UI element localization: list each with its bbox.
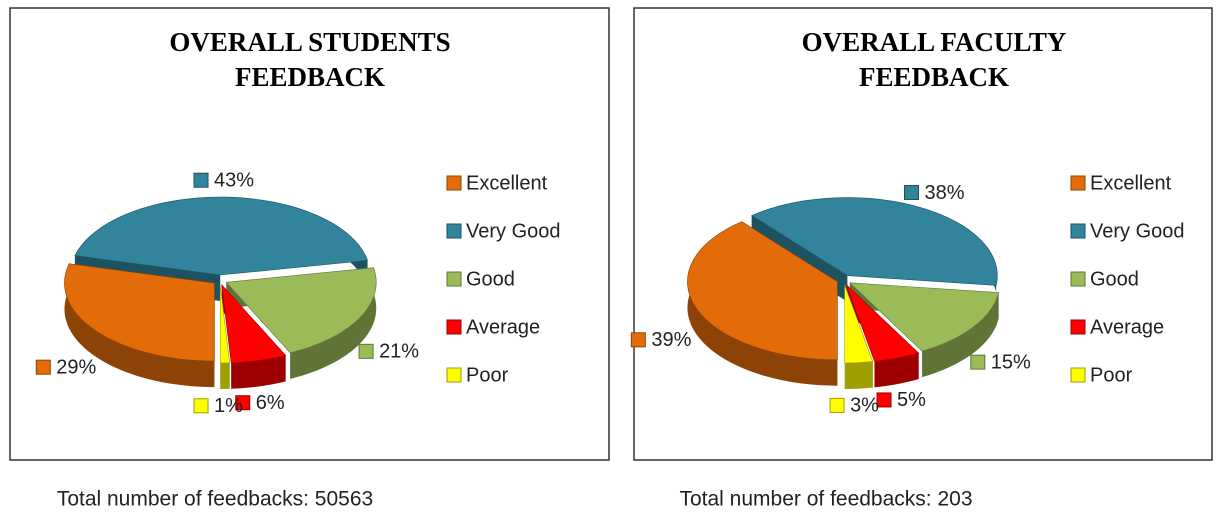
slice-side — [220, 362, 230, 389]
legend-label: Very Good — [466, 220, 561, 242]
pie-slice — [751, 197, 998, 286]
data-label: 5% — [897, 389, 926, 411]
pie-slice — [848, 282, 999, 352]
legend-label: Good — [466, 268, 515, 290]
legend-key — [1070, 367, 1086, 383]
slice-side — [687, 221, 838, 386]
legend-key — [446, 319, 462, 335]
legend-label: Very Good — [1090, 220, 1185, 242]
legend-key — [1070, 175, 1086, 191]
slice-side — [922, 292, 999, 378]
caption: Total number of feedbacks: 50563 — [57, 488, 373, 511]
slice-side — [290, 267, 377, 379]
legend-key — [446, 367, 462, 383]
pie-slice — [844, 284, 874, 364]
data-label: 1% — [214, 395, 243, 417]
legend-key — [446, 175, 462, 191]
data-label: 3% — [850, 395, 879, 417]
legend-label: Average — [1090, 316, 1164, 338]
slice-side — [64, 263, 215, 388]
pie-slice — [221, 283, 287, 363]
legend-label: Poor — [466, 364, 509, 386]
pie-slices — [687, 197, 999, 389]
data-label-key — [970, 354, 986, 370]
data-label-key — [829, 397, 845, 413]
data-label: 29% — [56, 356, 96, 378]
legend-label: Good — [1090, 268, 1139, 290]
pie-slices — [64, 196, 377, 389]
data-label-key — [35, 359, 51, 375]
chart-title: OVERALL FACULTY FEEDBACK — [802, 27, 1067, 92]
data-label: 38% — [924, 182, 964, 204]
data-label: 21% — [379, 341, 419, 363]
legend-label: Excellent — [1090, 172, 1172, 194]
legend-key — [446, 271, 462, 287]
pie-slice — [225, 267, 377, 354]
data-label-key — [630, 332, 646, 348]
data-label-key — [235, 395, 251, 411]
pie-slice — [219, 284, 230, 364]
legend-key — [1070, 271, 1086, 287]
pie-slice — [64, 263, 215, 362]
data-label: 39% — [651, 329, 691, 351]
pie-slice — [74, 196, 368, 276]
pie-slice — [687, 221, 838, 360]
data-label: 15% — [991, 351, 1031, 373]
data-label-key — [903, 185, 919, 201]
legend-label: Poor — [1090, 364, 1133, 386]
data-label-key — [193, 172, 209, 188]
data-label: 6% — [256, 392, 285, 414]
data-label-key — [358, 343, 374, 359]
legend-label: Average — [466, 316, 540, 338]
chart-title: OVERALL STUDENTS FEEDBACK — [169, 27, 450, 92]
legend-key — [1070, 319, 1086, 335]
legend-key — [1070, 223, 1086, 239]
data-label-key — [876, 392, 892, 408]
caption: Total number of feedbacks: 203 — [679, 488, 972, 511]
data-label: 43% — [214, 169, 254, 191]
data-label-key — [193, 398, 209, 414]
pie-slice — [846, 284, 920, 362]
legend-label: Excellent — [466, 172, 548, 194]
legend-key — [446, 223, 462, 239]
